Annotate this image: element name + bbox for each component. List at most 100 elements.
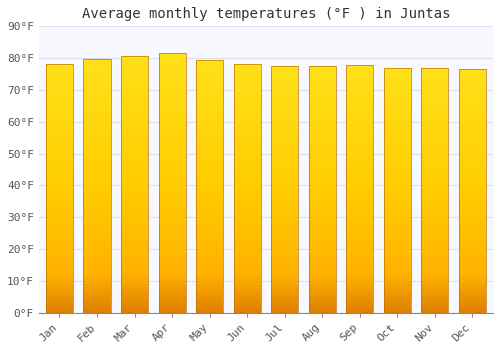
Bar [46,70,73,73]
Bar [46,79,73,82]
Bar [84,91,110,94]
Bar [84,122,110,126]
Bar [121,120,148,123]
Bar [422,239,448,243]
Bar [308,118,336,121]
Bar [234,247,260,250]
Bar [459,121,486,124]
Bar [422,310,448,313]
Bar [422,294,448,297]
Bar [121,130,148,133]
Bar [121,239,148,242]
Bar [384,248,411,251]
Bar [234,216,260,219]
Bar [271,128,298,131]
Bar [234,229,260,232]
Bar [84,59,110,62]
Bar [271,239,298,242]
Bar [84,192,110,195]
Bar [158,235,186,238]
Bar [121,94,148,97]
Bar [459,206,486,209]
Bar [84,294,110,297]
Bar [422,300,448,303]
Bar [308,100,336,103]
Bar [158,99,186,102]
Bar [121,91,148,94]
Bar [234,157,260,160]
Bar [84,189,110,192]
Bar [46,281,73,285]
Bar [84,198,110,202]
Bar [346,174,374,177]
Bar [234,303,260,306]
Bar [271,82,298,85]
Bar [346,183,374,186]
Bar [308,236,336,239]
Bar [459,282,486,285]
Bar [46,173,73,176]
Bar [346,248,374,251]
Bar [346,257,374,260]
Bar [308,177,336,180]
Bar [459,200,486,203]
Bar [308,165,336,168]
Bar [459,154,486,158]
Bar [422,117,448,120]
Bar [158,154,186,157]
Bar [346,84,374,87]
Bar [346,211,374,214]
Bar [46,107,73,110]
Bar [346,229,374,232]
Bar [271,155,298,159]
Bar [422,291,448,294]
Bar [234,166,260,169]
Bar [422,108,448,111]
Bar [271,146,298,149]
Bar [271,242,298,245]
Bar [384,300,411,303]
Bar [422,166,448,169]
Bar [271,106,298,109]
Bar [459,161,486,163]
Bar [234,160,260,163]
Bar [346,152,374,155]
Bar [84,116,110,119]
Bar [196,60,223,63]
Bar [346,309,374,313]
Bar [46,244,73,247]
Bar [158,215,186,219]
Bar [271,85,298,88]
Bar [384,298,411,300]
Bar [196,124,223,127]
Bar [346,223,374,226]
Bar [384,120,411,123]
Bar [121,232,148,236]
Bar [234,110,260,113]
Bar [121,206,148,210]
Bar [271,276,298,279]
Bar [121,162,148,165]
Bar [422,157,448,160]
Bar [234,266,260,269]
Bar [158,309,186,313]
Bar [271,198,298,202]
Bar [271,220,298,223]
Bar [384,102,411,104]
Bar [234,225,260,229]
Bar [46,306,73,309]
Bar [46,92,73,94]
Bar [346,143,374,146]
Bar [271,118,298,121]
Bar [158,86,186,89]
Bar [84,211,110,214]
Bar [308,205,336,208]
Bar [84,138,110,141]
Bar [196,187,223,190]
Bar [196,152,223,155]
Bar [422,160,448,163]
Bar [346,158,374,161]
Bar [196,92,223,95]
Bar [196,98,223,101]
Bar [158,134,186,138]
